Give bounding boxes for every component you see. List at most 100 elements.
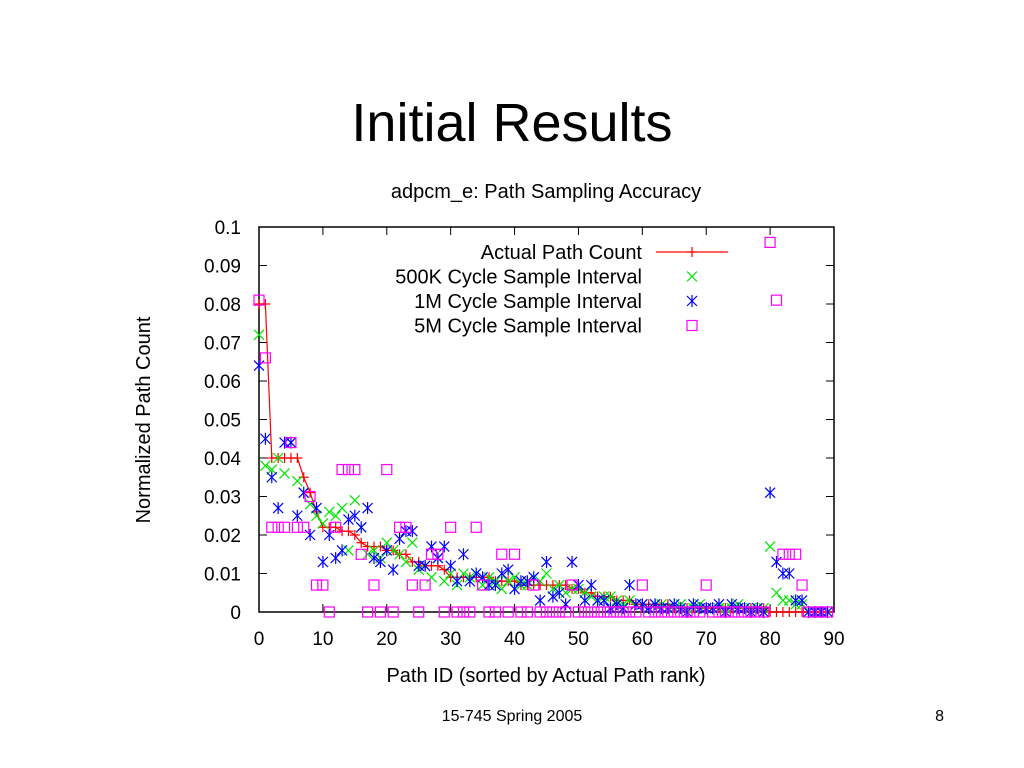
data-point xyxy=(541,568,552,579)
data-point xyxy=(636,579,648,591)
data-point xyxy=(477,571,489,584)
legend-entry: 1M Cycle Sample Interval xyxy=(414,291,698,313)
data-point xyxy=(483,579,495,592)
legend-entry: 5M Cycle Sample Interval xyxy=(414,316,698,338)
data-point xyxy=(496,548,508,560)
data-point xyxy=(260,299,271,309)
data-point xyxy=(317,518,329,529)
data-point xyxy=(298,521,310,533)
data-point xyxy=(362,502,374,515)
legend-label: 5M Cycle Sample Interval xyxy=(414,316,642,338)
y-tick-label: 0.05 xyxy=(204,411,241,432)
data-point xyxy=(662,602,674,615)
footer-course: 15-745 Spring 2005 xyxy=(441,708,583,725)
data-point xyxy=(259,460,271,472)
legend-label: Actual Path Count xyxy=(481,242,643,264)
data-point xyxy=(713,606,725,618)
data-point xyxy=(285,437,297,449)
data-point xyxy=(649,606,661,618)
data-point xyxy=(311,502,322,515)
data-point xyxy=(291,475,303,487)
data-point xyxy=(579,594,591,607)
y-axis-label: Normalized Path Count xyxy=(133,316,155,523)
x-tick-label: 10 xyxy=(312,629,333,650)
legend-marker xyxy=(686,319,698,332)
data-point xyxy=(815,606,827,618)
legend-label: 1M Cycle Sample Interval xyxy=(414,291,642,313)
data-point xyxy=(566,555,578,568)
series-0 xyxy=(254,299,833,617)
series-2 xyxy=(253,359,834,618)
data-point xyxy=(458,568,469,579)
y-tick-label: 0.09 xyxy=(204,257,241,278)
data-point xyxy=(349,509,361,522)
y-tick-label: 0.06 xyxy=(204,372,241,393)
data-point xyxy=(253,294,265,306)
data-point xyxy=(598,594,610,607)
data-point xyxy=(508,548,521,560)
data-point xyxy=(406,525,418,538)
data-point xyxy=(336,463,348,476)
data-point xyxy=(387,606,399,618)
data-point xyxy=(719,606,731,618)
data-point xyxy=(477,579,489,591)
data-point xyxy=(291,509,303,522)
data-point xyxy=(342,463,355,476)
data-point xyxy=(751,602,763,615)
data-point xyxy=(349,530,360,540)
data-point xyxy=(253,329,265,341)
data-point xyxy=(489,579,501,592)
data-point xyxy=(374,555,386,568)
data-point xyxy=(464,575,476,588)
slide-title: Initial Results xyxy=(351,93,673,153)
data-point xyxy=(406,579,418,591)
data-point xyxy=(700,579,712,591)
data-point xyxy=(272,502,284,515)
legend-entry: Actual Path Count xyxy=(481,242,728,264)
legend-marker xyxy=(687,247,697,257)
data-point xyxy=(272,521,284,533)
data-point xyxy=(528,579,540,591)
data-point xyxy=(425,548,438,560)
data-point xyxy=(310,579,323,591)
data-point xyxy=(317,579,329,591)
data-point xyxy=(368,544,380,556)
data-point xyxy=(426,571,437,583)
data-point xyxy=(304,529,316,541)
data-point xyxy=(553,606,565,618)
data-point xyxy=(406,537,418,549)
data-point xyxy=(688,598,699,611)
data-point xyxy=(541,555,552,568)
data-point xyxy=(502,563,514,576)
data-point xyxy=(368,579,380,591)
data-point xyxy=(617,602,629,615)
data-point xyxy=(566,579,578,591)
data-point xyxy=(585,591,597,603)
data-point xyxy=(553,586,565,599)
data-point xyxy=(323,606,335,618)
data-point xyxy=(547,590,559,603)
data-point xyxy=(330,522,341,533)
data-point xyxy=(272,452,284,464)
data-point xyxy=(253,359,265,372)
data-point xyxy=(771,555,782,568)
data-point xyxy=(374,606,386,618)
data-point xyxy=(694,606,706,618)
data-point xyxy=(330,510,342,522)
data-point xyxy=(323,529,335,541)
y-tick-label: 0.03 xyxy=(204,488,241,509)
data-point xyxy=(496,567,508,580)
data-point xyxy=(298,472,309,483)
data-point xyxy=(783,548,795,560)
data-point xyxy=(707,606,719,618)
data-point xyxy=(738,606,751,618)
data-point xyxy=(790,548,802,560)
data-point xyxy=(521,606,533,618)
data-point xyxy=(394,548,405,560)
x-tick-label: 30 xyxy=(440,629,461,650)
data-point xyxy=(796,594,808,607)
data-point xyxy=(585,579,597,592)
y-tick-label: 0.01 xyxy=(204,565,241,586)
data-point xyxy=(464,606,476,618)
data-point xyxy=(336,502,348,514)
